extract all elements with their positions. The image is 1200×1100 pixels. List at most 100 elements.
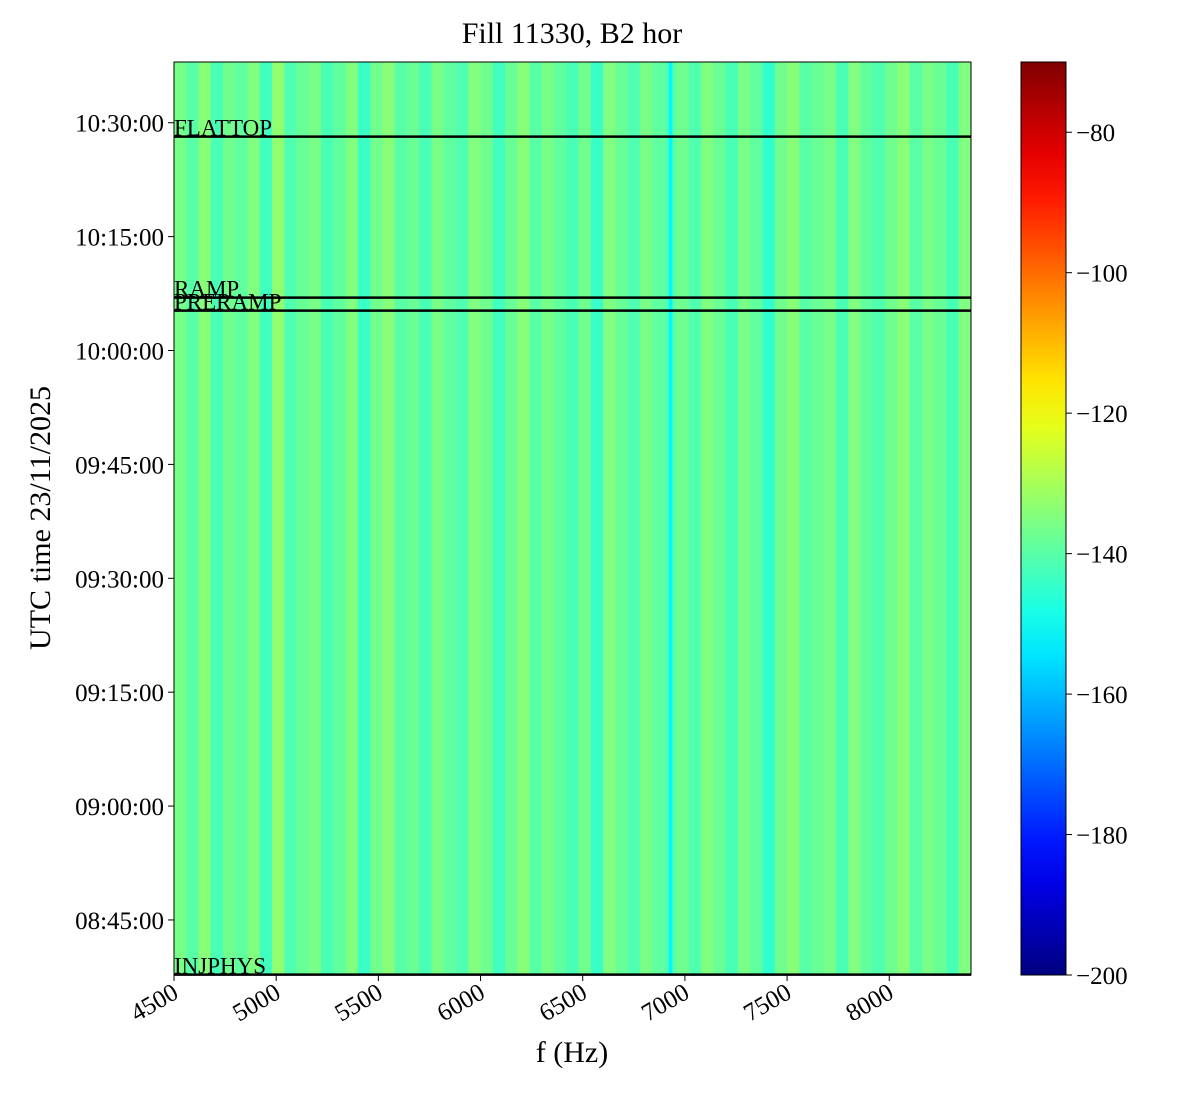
heatmap-cell: [590, 62, 604, 975]
heatmap-cell: [811, 62, 825, 975]
x-axis-label: f (Hz): [536, 1036, 608, 1069]
heatmap-cell: [370, 62, 383, 975]
heatmap-cell: [872, 62, 886, 975]
heatmap-cell: [505, 62, 518, 975]
heatmap-cell: [897, 62, 910, 975]
heatmap-cell: [443, 62, 457, 975]
heatmap-cell: [668, 62, 673, 975]
heatmap-cell: [848, 62, 861, 975]
x-tick-label: 7000: [637, 979, 694, 1027]
heatmap-cell: [787, 62, 800, 975]
heatmap-cell: [456, 62, 469, 975]
colorbar-tick-label: −140: [1076, 542, 1128, 569]
chart-title: Fill 11330, B2 hor: [462, 17, 683, 50]
heatmap-cell: [186, 62, 199, 975]
heatmap-cell: [345, 62, 359, 975]
heatmap-cell: [909, 62, 923, 975]
heatmap-cell: [394, 62, 408, 975]
heatmap-cell: [725, 62, 739, 975]
heatmap-cell: [921, 62, 935, 975]
x-tick-label: 5000: [228, 979, 285, 1027]
heatmap-cell: [885, 62, 898, 975]
colorbar-tick-label: −180: [1076, 823, 1128, 850]
heatmap-cell: [688, 62, 702, 975]
heatmap-cell: [492, 62, 506, 975]
heatmap-cell: [223, 62, 236, 975]
y-tick-label: 09:15:00: [75, 680, 164, 707]
heatmap-cell: [382, 62, 396, 975]
heatmap-cell: [823, 62, 837, 975]
colorbar-tick-label: −100: [1076, 261, 1128, 288]
heatmap-cell: [259, 62, 273, 975]
x-tick-label: 7500: [739, 979, 796, 1027]
colorbar-tick-label: −160: [1076, 682, 1128, 709]
x-tick-label: 4500: [126, 979, 183, 1027]
heatmap-cell: [431, 62, 445, 975]
heatmap-cell: [210, 62, 224, 975]
heatmap-cell: [321, 62, 334, 975]
heatmap-cell: [738, 62, 751, 975]
heatmap-cell: [762, 62, 776, 975]
heatmap-cell: [836, 62, 849, 975]
heatmap-cell: [627, 62, 641, 975]
colorbar: [1020, 61, 1067, 976]
heatmap-cell: [946, 62, 960, 975]
y-tick-label: 10:15:00: [75, 225, 164, 252]
heatmap-cell: [406, 62, 420, 975]
colorbar-tick-label: −120: [1076, 401, 1128, 428]
heatmap-cell: [308, 62, 322, 975]
heatmap-cell: [799, 62, 812, 975]
heatmap-cell: [664, 62, 669, 975]
heatmap-cell: [639, 62, 653, 975]
heatmap-cell: [284, 62, 297, 975]
y-tick-label: 10:30:00: [75, 111, 164, 138]
heatmap-cell: [198, 62, 212, 975]
heatmap-cell: [652, 62, 665, 975]
y-tick-label: 08:45:00: [75, 908, 164, 935]
event-label: INJPHYS: [174, 954, 266, 979]
heatmap-cell: [615, 62, 628, 975]
heatmap-cell: [578, 62, 592, 975]
heatmap-cell: [235, 62, 248, 975]
plot-frame: [173, 61, 972, 976]
heatmap-cell: [701, 62, 714, 975]
heatmap-cell: [517, 62, 530, 975]
y-tick-label: 09:30:00: [75, 566, 164, 593]
colorbar-tick-label: −80: [1076, 120, 1115, 147]
heatmap-cell: [603, 62, 616, 975]
heatmap-cell: [419, 62, 432, 975]
colorbar-tick-label: −200: [1076, 963, 1128, 990]
x-tick-label: 8000: [841, 979, 898, 1027]
event-label: PRERAMP: [174, 290, 281, 315]
heatmap-cell: [676, 62, 690, 975]
heatmap-cell: [672, 62, 678, 975]
heatmap-cell: [774, 62, 788, 975]
x-tick-label: 5500: [331, 979, 388, 1027]
heatmap-cell: [750, 62, 763, 975]
event-label: FLATTOP: [174, 116, 272, 141]
y-tick-label: 09:00:00: [75, 794, 164, 821]
y-tick-label: 10:00:00: [75, 339, 164, 366]
heatmap-cell: [934, 62, 947, 975]
heatmap-cell: [566, 62, 579, 975]
heatmap-cell: [529, 62, 543, 975]
heatmap-cell: [958, 62, 972, 975]
heatmap-cell: [554, 62, 567, 975]
heatmap-cell: [480, 62, 494, 975]
heatmap-cell: [713, 62, 727, 975]
heatmap-cell: [174, 62, 187, 975]
heatmap-cell: [333, 62, 346, 975]
heatmap-cell: [357, 62, 371, 975]
heatmap-cell: [860, 62, 874, 975]
heatmap-cell: [541, 62, 555, 975]
x-tick-label: 6500: [535, 979, 592, 1027]
x-tick-label: 6000: [433, 979, 490, 1027]
heatmap-cell: [468, 62, 481, 975]
event-label: RAMP: [174, 277, 239, 302]
y-tick-label: 09:45:00: [75, 452, 164, 479]
heatmap-cell: [247, 62, 261, 975]
heatmap-cell: [296, 62, 310, 975]
y-axis-label: UTC time 23/11/2025: [24, 386, 57, 650]
heatmap-cell: [272, 62, 285, 975]
